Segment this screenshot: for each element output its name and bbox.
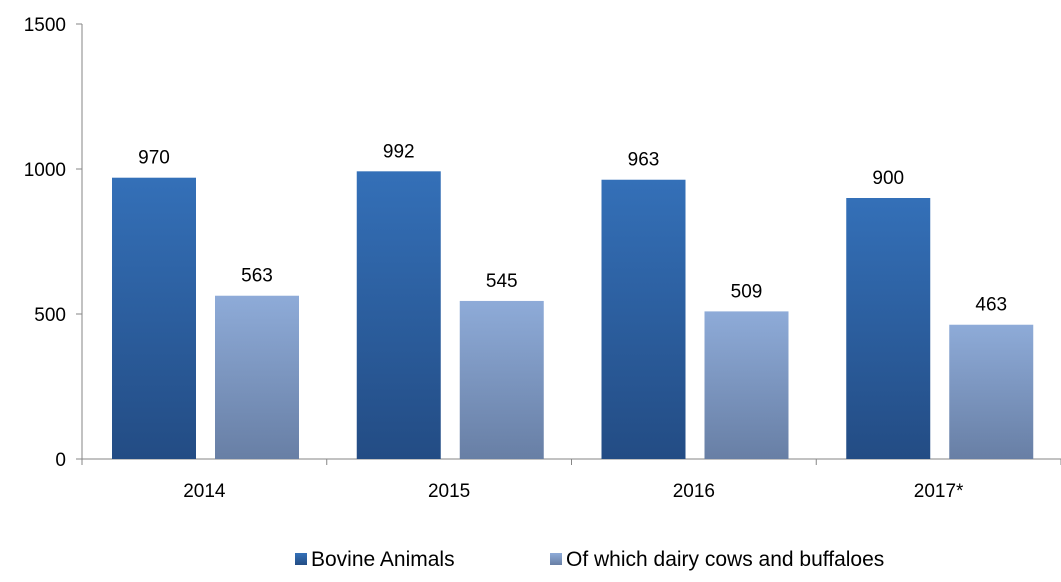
legend-label: Of which dairy cows and buffaloes xyxy=(566,548,884,571)
data-label: 545 xyxy=(486,271,518,292)
y-tick-label: 500 xyxy=(34,305,66,326)
data-labels: 970 563 992 545 963 509 900 463 xyxy=(138,141,1007,315)
x-tick-label: 2016 xyxy=(673,481,715,502)
legend-swatch xyxy=(295,553,307,565)
bar xyxy=(949,324,1034,459)
bar xyxy=(846,198,931,459)
data-label: 509 xyxy=(731,281,763,302)
bar xyxy=(459,300,544,459)
bar xyxy=(112,177,196,459)
bar xyxy=(215,295,299,459)
y-axis: 0 500 1000 1500 xyxy=(24,15,83,471)
data-label: 963 xyxy=(628,150,660,171)
data-label: 900 xyxy=(872,168,904,189)
x-tick-label: 2017* xyxy=(914,481,964,502)
legend-swatch xyxy=(550,553,562,565)
y-tick-label: 1500 xyxy=(24,15,66,36)
data-label: 563 xyxy=(241,266,273,287)
data-label: 970 xyxy=(138,148,170,169)
data-label: 992 xyxy=(383,141,415,162)
data-label: 463 xyxy=(975,295,1007,316)
legend: Bovine Animals Of which dairy cows and bu… xyxy=(295,548,884,571)
y-tick-label: 1000 xyxy=(24,160,66,181)
bars xyxy=(112,171,1034,460)
bar xyxy=(356,171,441,459)
x-tick-label: 2015 xyxy=(428,481,470,502)
legend-label: Bovine Animals xyxy=(311,548,455,571)
x-axis: 2014 2015 2016 2017* xyxy=(81,458,1061,502)
bar xyxy=(704,311,789,459)
y-tick-label: 0 xyxy=(55,450,66,471)
bar xyxy=(601,179,686,460)
x-tick-label: 2014 xyxy=(183,481,226,502)
